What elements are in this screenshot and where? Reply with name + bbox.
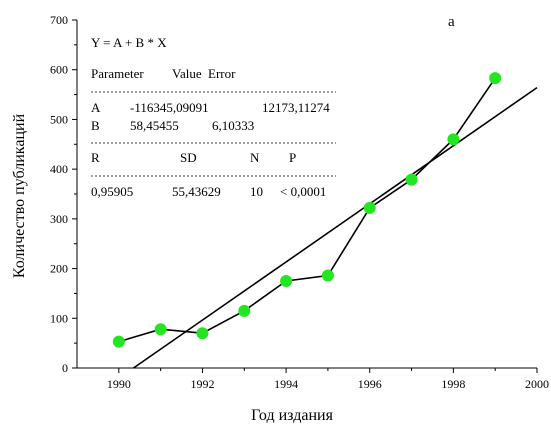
- x-tick-label: 1994: [274, 377, 298, 391]
- stats-n: 10: [250, 184, 263, 199]
- x-tick-label: 1992: [190, 377, 214, 391]
- param-header-value: Value: [172, 66, 202, 81]
- data-point: [405, 173, 418, 186]
- data-point: [154, 323, 167, 336]
- stats-header-p: P: [289, 150, 296, 165]
- x-axis-label: Год издания: [251, 407, 333, 424]
- data-point: [238, 304, 251, 317]
- fit-table: Y = A + B * X Parameter Value Error A -1…: [91, 35, 336, 199]
- param-a-error: 12173,11274: [262, 100, 330, 115]
- panel-label: a: [448, 14, 455, 30]
- y-tick-label: 200: [50, 262, 68, 276]
- y-tick-label: 400: [50, 162, 68, 176]
- y-tick-label: 0: [62, 361, 68, 375]
- stats-sd: 55,43629: [172, 184, 221, 199]
- fit-line: [133, 86, 538, 369]
- y-axis-label: Количество публикаций: [11, 113, 28, 278]
- data-point: [489, 72, 502, 85]
- stats-header-sd: SD: [180, 150, 197, 165]
- y-tick-label: 500: [50, 112, 68, 126]
- x-tick-label: 1996: [358, 377, 382, 391]
- x-ticks: 1990 1992 1994 1996 1998 2000: [107, 368, 549, 391]
- param-b-value: 58,45455: [130, 118, 179, 133]
- param-b-name: B: [91, 118, 100, 133]
- y-ticks: 0 100 200 300 400 500 600 700: [50, 13, 77, 375]
- x-tick-label: 1998: [441, 377, 465, 391]
- stats-header-r: R: [91, 150, 100, 165]
- data-point: [112, 335, 125, 348]
- data-point: [363, 201, 376, 214]
- data-point: [196, 327, 209, 340]
- x-tick-label: 2000: [525, 377, 549, 391]
- data-point: [280, 275, 293, 287]
- param-header-error: Error: [208, 66, 236, 81]
- stats-header-n: N: [250, 150, 260, 165]
- y-tick-label: 100: [50, 311, 68, 325]
- data-point: [321, 269, 334, 282]
- series-line: [118, 77, 496, 343]
- param-a-name: A: [91, 100, 101, 115]
- y-tick-label: 300: [50, 212, 68, 226]
- stats-p: < 0,0001: [280, 184, 326, 199]
- param-header-parameter: Parameter: [91, 66, 144, 81]
- fit-equation: Y = A + B * X: [91, 35, 167, 50]
- param-b-error: 6,10333: [212, 118, 254, 133]
- y-tick-label: 600: [50, 63, 68, 77]
- data-point: [447, 133, 460, 146]
- param-a-value: -116345,09091: [130, 100, 209, 115]
- stats-r: 0,95905: [91, 184, 133, 199]
- y-tick-label: 700: [50, 13, 68, 27]
- series-points: [112, 72, 502, 348]
- x-tick-label: 1990: [107, 377, 131, 391]
